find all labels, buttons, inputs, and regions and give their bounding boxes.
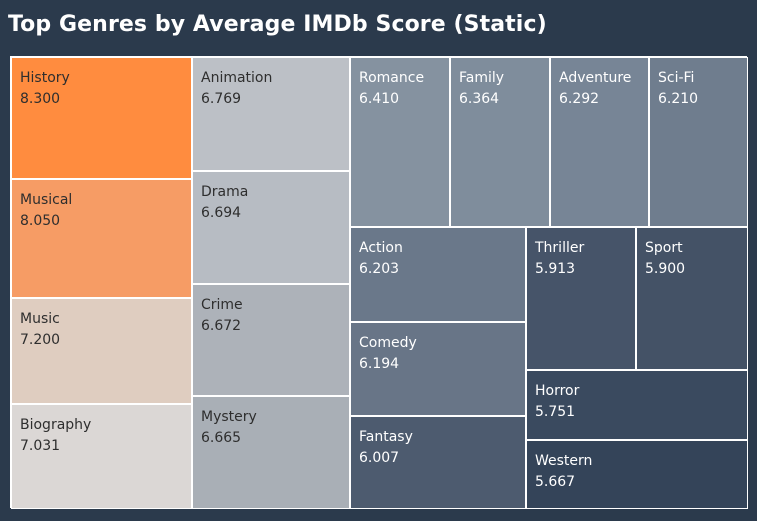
treemap-cell-adventure[interactable]: Adventure 6.292 xyxy=(550,57,649,227)
cell-value: 5.751 xyxy=(535,404,576,420)
cell-label: Musical xyxy=(20,192,73,208)
cell-value: 6.203 xyxy=(359,261,400,277)
treemap: History 8.300 Musical 8.050 Music 7.200 Biogra… xyxy=(10,56,748,509)
cell-value: 6.194 xyxy=(359,356,400,372)
cell-label: Animation xyxy=(201,70,273,86)
treemap-cell-thriller[interactable]: Thriller 5.913 xyxy=(526,227,636,370)
treemap-cell-action[interactable]: Action 6.203 xyxy=(350,227,526,322)
cell-label: Romance xyxy=(359,70,425,86)
cell-value: 5.913 xyxy=(535,261,576,277)
cell-label: Adventure xyxy=(559,70,632,86)
cell-label: Western xyxy=(535,453,593,469)
cell-label: Fantasy xyxy=(359,429,413,445)
treemap-cell-sci-fi[interactable]: Sci-Fi 6.210 xyxy=(649,57,748,227)
cell-label: Family xyxy=(459,70,505,86)
cell-value: 6.694 xyxy=(201,205,242,221)
cell-label: History xyxy=(20,70,70,86)
cell-value: 7.031 xyxy=(20,438,61,454)
cell-label: Biography xyxy=(20,417,92,433)
treemap-cell-history[interactable]: History 8.300 xyxy=(11,57,192,179)
cell-label: Thriller xyxy=(535,240,585,256)
chart-title: Top Genres by Average IMDb Score (Static… xyxy=(8,12,547,37)
cell-label: Sci-Fi xyxy=(658,70,695,86)
cell-value: 6.364 xyxy=(459,91,500,107)
cell-value: 6.210 xyxy=(658,91,699,107)
treemap-cell-horror[interactable]: Horror 5.751 xyxy=(526,370,748,440)
treemap-cell-mystery[interactable]: Mystery 6.665 xyxy=(192,396,350,509)
treemap-cell-drama[interactable]: Drama 6.694 xyxy=(192,171,350,284)
cell-value: 5.667 xyxy=(535,474,576,490)
cell-value: 8.300 xyxy=(20,91,61,107)
treemap-cell-musical[interactable]: Musical 8.050 xyxy=(11,179,192,298)
treemap-cell-sport[interactable]: Sport 5.900 xyxy=(636,227,748,370)
treemap-cell-music[interactable]: Music 7.200 xyxy=(11,298,192,404)
cell-label: Comedy xyxy=(359,335,417,351)
cell-value: 6.410 xyxy=(359,91,400,107)
cell-label: Music xyxy=(20,311,60,327)
treemap-cell-comedy[interactable]: Comedy 6.194 xyxy=(350,322,526,416)
cell-value: 6.007 xyxy=(359,450,400,466)
treemap-cell-crime[interactable]: Crime 6.672 xyxy=(192,284,350,396)
cell-value: 6.769 xyxy=(201,91,242,107)
cell-label: Sport xyxy=(645,240,683,256)
cell-value: 6.665 xyxy=(201,430,242,446)
cell-value: 6.292 xyxy=(559,91,600,107)
cell-label: Mystery xyxy=(201,409,257,425)
cell-value: 6.672 xyxy=(201,318,242,334)
cell-value: 8.050 xyxy=(20,213,61,229)
cell-label: Crime xyxy=(201,297,243,313)
treemap-cell-family[interactable]: Family 6.364 xyxy=(450,57,550,227)
cell-label: Drama xyxy=(201,184,249,200)
cell-value: 7.200 xyxy=(20,332,61,348)
cell-label: Horror xyxy=(535,383,580,399)
treemap-cell-romance[interactable]: Romance 6.410 xyxy=(350,57,450,227)
treemap-cell-fantasy[interactable]: Fantasy 6.007 xyxy=(350,416,526,509)
cell-value: 5.900 xyxy=(645,261,686,277)
treemap-cell-biography[interactable]: Biography 7.031 xyxy=(11,404,192,509)
treemap-cell-animation[interactable]: Animation 6.769 xyxy=(192,57,350,171)
cell-label: Action xyxy=(359,240,403,256)
treemap-cell-western[interactable]: Western 5.667 xyxy=(526,440,748,509)
